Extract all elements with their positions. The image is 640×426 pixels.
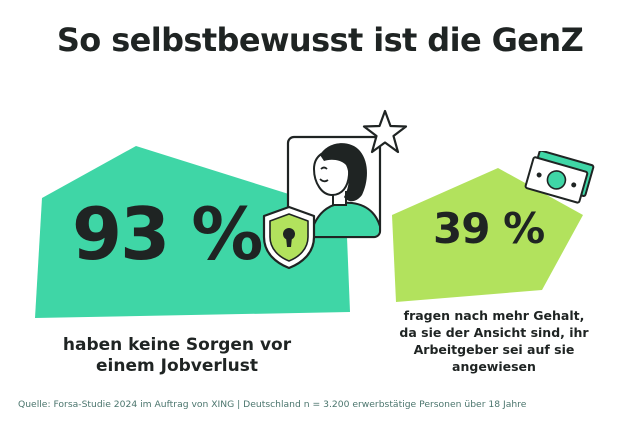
shield-lock-icon bbox=[262, 205, 316, 270]
page-title: So selbstbewusst ist die GenZ bbox=[56, 18, 584, 64]
person-portrait-icon bbox=[286, 135, 382, 239]
money-bill-icon bbox=[524, 151, 595, 204]
title-prefix: So bbox=[56, 21, 112, 59]
lime-blob-shape bbox=[392, 168, 583, 302]
stat-value-gehalt: 39 % bbox=[433, 204, 545, 253]
source-note: Quelle: Forsa-Studie 2024 im Auftrag von… bbox=[18, 399, 527, 410]
stat-caption-gehalt: fragen nach mehr Gehalt, da sie der Ansi… bbox=[399, 308, 589, 374]
title-wrap: So selbstbewusst ist die GenZ bbox=[0, 18, 640, 64]
stat-value-jobverlust: 93 % bbox=[72, 192, 263, 276]
green-blob-shape bbox=[35, 146, 350, 318]
star-icon bbox=[362, 109, 408, 154]
stat-caption-jobverlust: haben keine Sorgen vor einem Jobverlust bbox=[62, 335, 292, 376]
title-suffix: ist die GenZ bbox=[362, 21, 584, 59]
title-highlight: selbstbewusst bbox=[105, 18, 369, 64]
